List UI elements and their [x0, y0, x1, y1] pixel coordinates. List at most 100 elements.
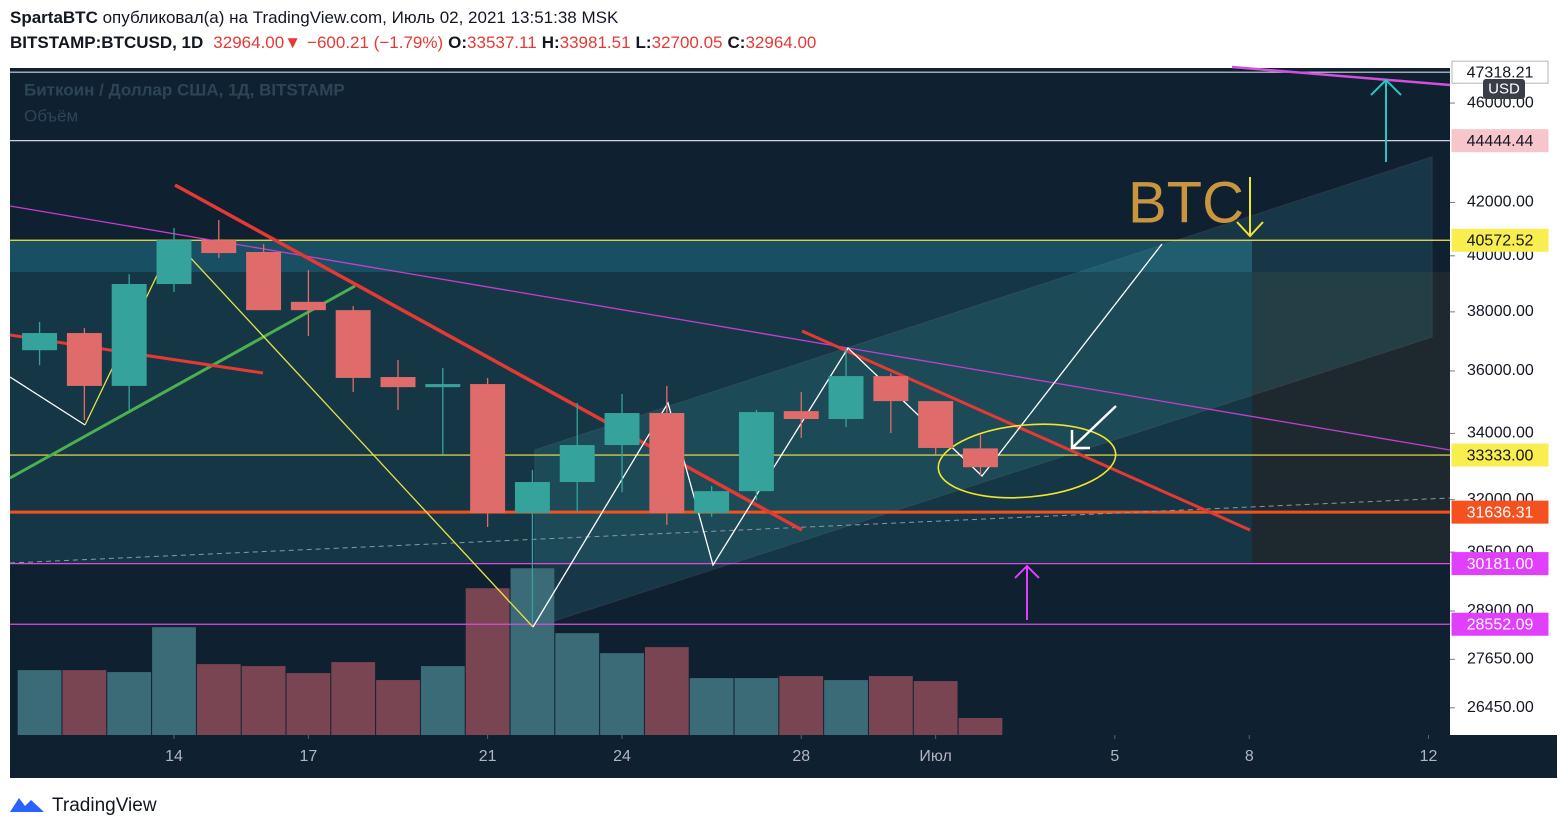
- volume-bar: [824, 680, 868, 735]
- ohlc-value: 32964.00: [745, 33, 816, 52]
- volume-bar: [286, 673, 331, 735]
- candle-body: [694, 491, 730, 514]
- x-tick-label: 8: [1245, 748, 1254, 765]
- ohlc-value: 32700.05: [652, 33, 723, 52]
- volume-bar: [734, 678, 779, 735]
- volume-label: Объём: [24, 106, 78, 125]
- x-tick-label: Июл: [919, 748, 951, 765]
- level-label: 30181.00: [1467, 556, 1534, 573]
- x-tick-label: 17: [299, 748, 317, 765]
- level-box: [1451, 612, 1549, 636]
- arrow-down: [1236, 177, 1264, 238]
- arrow-up: [1014, 564, 1040, 620]
- level-box: [1451, 500, 1549, 524]
- candle-body: [425, 384, 461, 388]
- level-label: 40572.52: [1467, 232, 1534, 249]
- ohlc-key: L:: [636, 33, 652, 52]
- trend-line: [9, 497, 1451, 564]
- quote-line: BITSTAMP:BTCUSD, 1D 32964.00▼ −600.21 (−1.…: [10, 33, 816, 52]
- candle-body: [111, 284, 147, 386]
- x-tick-label: 12: [1420, 748, 1438, 765]
- arrow: [1070, 405, 1117, 450]
- trend-line: [9, 205, 1451, 451]
- volume-bar: [152, 627, 196, 735]
- candle-body: [559, 445, 595, 483]
- arrow-up: [1370, 78, 1402, 162]
- candle-body: [335, 310, 371, 378]
- candle-body: [156, 240, 192, 285]
- change: −600.21 (−1.79%): [307, 33, 443, 52]
- volume-bar: [376, 680, 420, 735]
- trend-line: [174, 183, 803, 532]
- x-tick-label: 21: [479, 748, 497, 765]
- y-tick-label: 38000.00: [1467, 303, 1534, 320]
- candle-body: [380, 377, 416, 388]
- candle-body: [918, 401, 954, 448]
- volume-bar: [420, 666, 465, 735]
- ohlc-key: H:: [542, 33, 560, 52]
- level-label: 31636.31: [1467, 504, 1534, 521]
- volume-bar: [331, 662, 376, 735]
- y-tick-label: 36000.00: [1467, 362, 1534, 379]
- ohlc-key: C:: [728, 33, 746, 52]
- ohlc-value: 33537.11: [467, 33, 537, 52]
- volume-bar: [689, 678, 734, 735]
- volume-bar: [779, 676, 824, 735]
- x-tick-label: 14: [165, 748, 183, 765]
- currency: USD: [1488, 80, 1520, 97]
- zone-highlight: [10, 241, 1252, 272]
- candle-body: [201, 240, 237, 254]
- annotation: BTC: [1128, 170, 1244, 235]
- trend-line: [801, 329, 1251, 532]
- volume-bar: [241, 666, 286, 735]
- ohlc-value: 33981.51: [560, 33, 631, 52]
- candle-body: [738, 412, 774, 492]
- header-line: SpartaBTC опубликовал(а) на TradingView.…: [10, 8, 619, 27]
- candle-body: [962, 448, 998, 468]
- candle-body: [22, 333, 58, 351]
- volume-bar: [196, 664, 241, 735]
- x-tick-label: 5: [1110, 748, 1119, 765]
- candle-body: [649, 413, 685, 514]
- candle-body: [470, 384, 506, 514]
- volume-bar: [107, 672, 152, 735]
- volume-bar: [913, 681, 958, 735]
- highlight-ellipse: [937, 423, 1117, 499]
- chart-title: Биткоин / Доллар США, 1Д, BITSTAMP: [24, 80, 345, 99]
- volume-bar: [958, 718, 1003, 735]
- volume-bar: [555, 633, 600, 735]
- y-tick-label: 34000.00: [1467, 425, 1534, 442]
- y-tick-label: 27650.00: [1467, 651, 1534, 668]
- currency-box: [1483, 79, 1525, 99]
- y-tick-label: 42000.00: [1467, 194, 1534, 211]
- volume-bar: [644, 647, 689, 735]
- symbol: BITSTAMP:BTCUSD, 1D: [10, 33, 203, 52]
- level-box: [1451, 228, 1549, 252]
- last-price: 32964.00: [213, 33, 284, 52]
- author: SpartaBTC: [10, 8, 98, 27]
- zone-dark: [1252, 272, 1450, 564]
- volume-bar: [868, 676, 913, 735]
- zigzag: [9, 376, 86, 426]
- level-box: [1451, 552, 1549, 576]
- volume-bar: [600, 653, 644, 735]
- level-label: 44444.44: [1467, 133, 1534, 150]
- candle-body: [66, 333, 102, 386]
- y-tick-label: 26450.00: [1467, 699, 1534, 716]
- candle-body: [783, 411, 819, 420]
- candle-body: [828, 376, 864, 420]
- x-tick-label: 24: [613, 748, 631, 765]
- volume-bar: [465, 588, 510, 735]
- candle-body: [604, 413, 640, 446]
- volume-bar: [17, 670, 62, 735]
- candle-body: [514, 482, 550, 514]
- candle-body: [246, 251, 282, 311]
- ohlc-key: O:: [448, 33, 467, 52]
- trend-line: [9, 284, 356, 480]
- candle-body: [873, 376, 909, 402]
- logo: [10, 798, 44, 812]
- x-tick-label: 28: [792, 748, 810, 765]
- published: опубликовал(а) на TradingView.com, Июль …: [103, 8, 619, 27]
- level-box: [1451, 443, 1549, 467]
